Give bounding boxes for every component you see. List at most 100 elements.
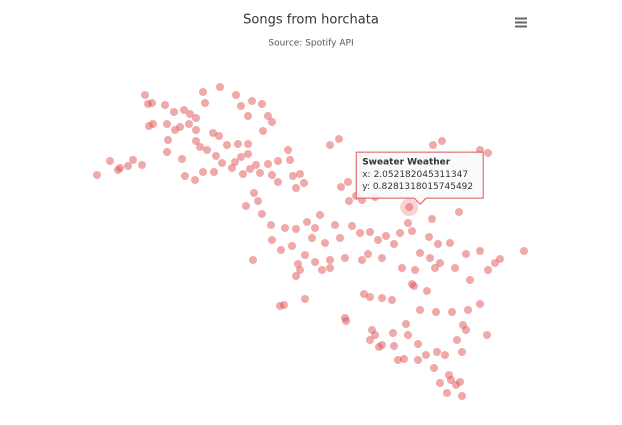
- point: [242, 202, 250, 210]
- point: [201, 99, 209, 107]
- point: [358, 256, 366, 264]
- point: [335, 135, 343, 143]
- point: [203, 146, 211, 154]
- point: [436, 379, 444, 387]
- point: [296, 266, 304, 274]
- point: [341, 254, 349, 262]
- point: [337, 183, 345, 191]
- point: [223, 141, 231, 149]
- point: [248, 97, 256, 105]
- point: [252, 161, 260, 169]
- point: [209, 129, 217, 137]
- point: [268, 118, 276, 126]
- point: [458, 392, 466, 400]
- point: [326, 141, 334, 149]
- point: [280, 301, 288, 309]
- point: [321, 239, 329, 247]
- point: [274, 157, 282, 165]
- point: [186, 110, 194, 118]
- point: [284, 146, 292, 154]
- tooltip-y-prefix: y:: [362, 182, 370, 192]
- point: [129, 156, 137, 164]
- point: [164, 136, 172, 144]
- tooltip-x-prefix: x:: [362, 170, 370, 180]
- point: [244, 150, 252, 158]
- point: [366, 228, 374, 236]
- point: [106, 157, 114, 165]
- point: [496, 255, 504, 263]
- point: [345, 197, 353, 205]
- point: [374, 236, 382, 244]
- point: [356, 229, 364, 237]
- point: [400, 355, 408, 363]
- point: [300, 179, 308, 187]
- point: [360, 290, 368, 298]
- point: [178, 155, 186, 163]
- point: [246, 165, 254, 173]
- point: [268, 171, 276, 179]
- point: [292, 184, 300, 192]
- point: [390, 342, 398, 350]
- menu-button[interactable]: [510, 13, 532, 33]
- point: [239, 170, 247, 178]
- point: [311, 224, 319, 232]
- point: [390, 240, 398, 248]
- point: [163, 120, 171, 128]
- point: [237, 102, 245, 110]
- point: [93, 171, 101, 179]
- point: [264, 112, 272, 120]
- point: [520, 247, 528, 255]
- point: [311, 258, 319, 266]
- point: [218, 159, 226, 167]
- point: [405, 203, 414, 212]
- point: [382, 232, 390, 240]
- point: [464, 306, 472, 314]
- point: [259, 127, 267, 135]
- point: [231, 158, 239, 166]
- point: [378, 254, 386, 262]
- tooltip-x-value: 2.052182045311347: [374, 170, 468, 180]
- point: [292, 272, 300, 280]
- point: [258, 210, 266, 218]
- point: [476, 247, 484, 255]
- point: [433, 348, 441, 356]
- point: [448, 308, 456, 316]
- point: [336, 234, 344, 242]
- point: [256, 169, 264, 177]
- point: [316, 211, 324, 219]
- point: [429, 141, 437, 149]
- point: [342, 317, 350, 325]
- point: [425, 233, 433, 241]
- point: [483, 331, 491, 339]
- tooltip-x: x: 2.052182045311347: [362, 170, 468, 180]
- point: [258, 100, 266, 108]
- chart-title: Songs from horchata: [243, 13, 379, 28]
- point: [331, 221, 339, 229]
- point: [366, 336, 374, 344]
- point: [149, 120, 157, 128]
- point: [364, 250, 372, 258]
- point: [191, 176, 199, 184]
- point: [199, 88, 207, 96]
- point: [414, 340, 422, 348]
- point: [234, 140, 242, 148]
- point: [428, 215, 436, 223]
- point: [438, 137, 446, 145]
- point: [423, 287, 431, 295]
- point: [348, 222, 356, 230]
- point: [196, 143, 204, 151]
- point: [447, 376, 455, 384]
- point: [170, 108, 178, 116]
- point: [431, 264, 439, 272]
- point: [138, 161, 146, 169]
- point: [458, 348, 466, 356]
- tooltip-box: [355, 151, 484, 205]
- point: [250, 189, 258, 197]
- point: [281, 224, 289, 232]
- point: [181, 172, 189, 180]
- point: [215, 132, 223, 140]
- point: [288, 242, 296, 250]
- point: [371, 331, 379, 339]
- point: [212, 152, 220, 160]
